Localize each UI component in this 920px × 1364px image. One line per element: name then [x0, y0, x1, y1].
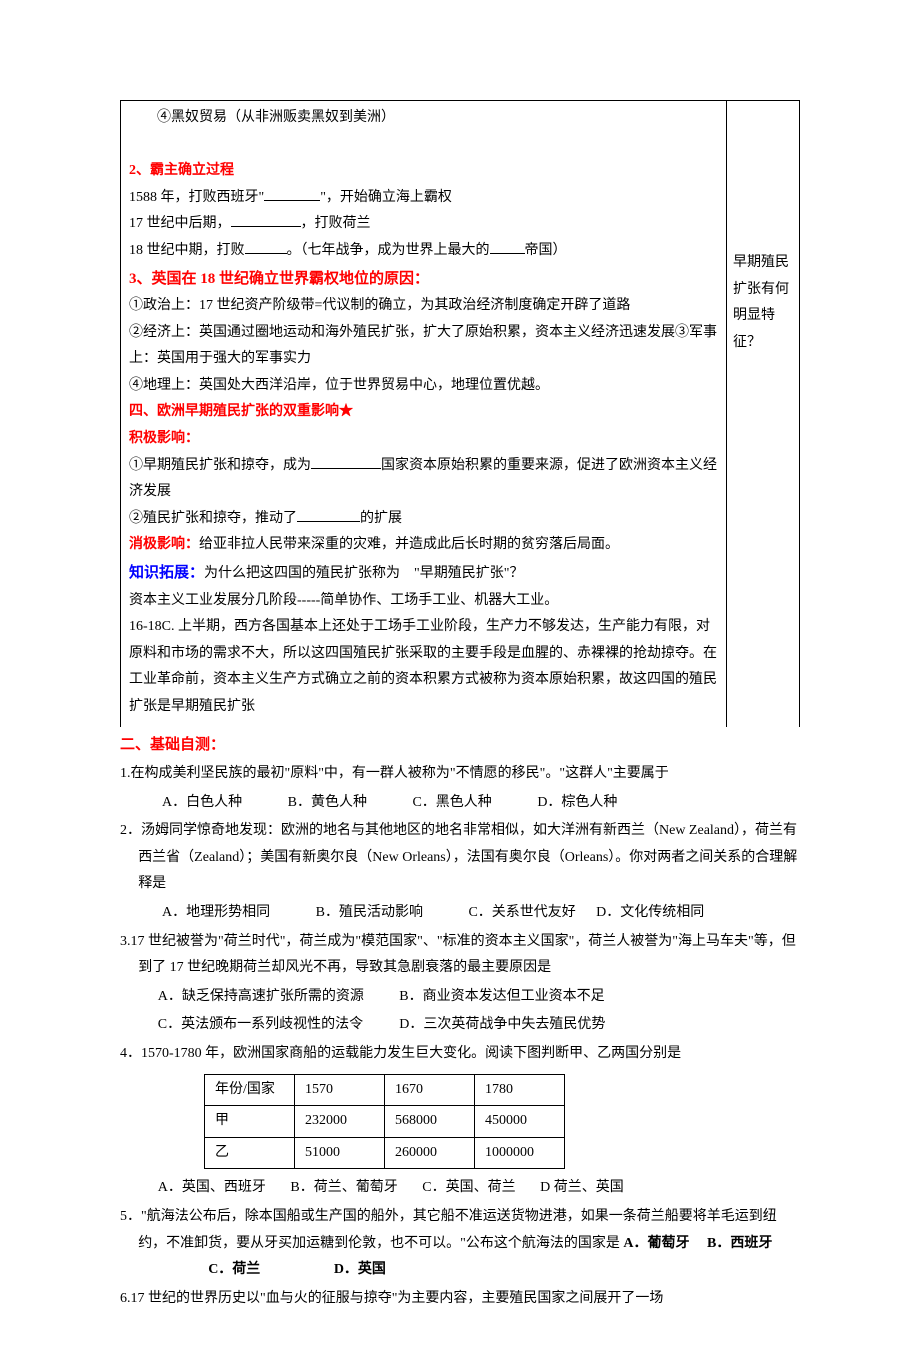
q6-text: 6.17 世纪的世界历史以"血与火的征服与掠夺"为主要内容，主要殖民国家之间展开…: [120, 1286, 800, 1313]
cell: 450000: [475, 1106, 565, 1138]
blank: [311, 468, 381, 469]
sec4-heading-text: 四、欧洲早期殖民扩张的双重影响: [129, 404, 339, 419]
table-row: 甲 232000 568000 450000: [205, 1106, 565, 1138]
q3-opt-c: C．英法颁布一系列歧视性的法令: [158, 1012, 396, 1039]
ext-label: 知识拓展：: [129, 565, 204, 581]
table-row: 年份/国家 1570 1670 1780: [205, 1074, 565, 1106]
side-spacer: [733, 105, 793, 250]
section-2-heading: 2、霸主确立过程: [129, 158, 718, 185]
q5-text: 5．"航海法公布后，除本国船或生产国的船外，其它船不准运送货物进港，如果一条荷兰…: [138, 1204, 800, 1284]
self-test-heading: 二、基础自测：: [120, 731, 800, 760]
q5-opt-c: C．荷兰: [208, 1262, 260, 1277]
cell: 1570: [295, 1074, 385, 1106]
q1-text: 1.在构成美利坚民族的最初"原料"中，有一群人被称为"不情愿的移民"。"这群人"…: [120, 761, 800, 788]
negative-line: 消极影响：给亚非拉人民带来深重的灾难，并造成此后长时期的贫穷落后局面。: [129, 532, 718, 559]
positive-p2-a: ②殖民扩张和掠夺，推动了: [129, 511, 297, 526]
q5-opt-b: B．西班牙: [707, 1236, 772, 1251]
table-row: 乙 51000 260000 1000000: [205, 1137, 565, 1169]
positive-label: 积极影响：: [129, 426, 718, 453]
blank: [245, 253, 287, 254]
sec2-l3-b: 。（七年战争，成为世界上最大的: [287, 243, 490, 258]
self-test-section: 二、基础自测： 1.在构成美利坚民族的最初"原料"中，有一群人被称为"不情愿的移…: [120, 731, 800, 1313]
sec2-l2-a: 17 世纪中后期，: [129, 216, 231, 231]
q2-options: A．地理形势相同 B．殖民活动影响 C．关系世代友好 D．文化传统相同: [120, 900, 800, 927]
sec2-l2-b: ，打败荷兰: [301, 216, 371, 231]
q5-opt-d: D．英国: [334, 1262, 386, 1277]
q4-data-table: 年份/国家 1570 1670 1780 甲 232000 568000 450…: [204, 1074, 565, 1170]
side-note: 早期殖民扩张有何明显特征？: [733, 250, 793, 356]
blank: [264, 200, 320, 201]
q4-options: A．英国、西班牙 B．荷兰、葡萄牙 C．英国、荷兰 D 荷兰、英国: [120, 1175, 800, 1202]
cell: 1000000: [475, 1137, 565, 1169]
q1-opt-d: D．棕色人种: [537, 790, 617, 817]
bordered-table: ④黑奴贸易（从非洲贩卖黑奴到美洲） 2、霸主确立过程 1588 年，打败西班牙"…: [120, 100, 800, 727]
q3-text: 3.17 世纪被誉为"荷兰时代"，荷兰成为"模范国家"、"标准的资本主义国家"，…: [138, 929, 800, 982]
q5-opt-a: A．葡萄牙: [623, 1236, 689, 1251]
q1-opt-b: B．黄色人种: [288, 790, 367, 817]
sec2-l3-c: 帝国）: [525, 243, 567, 258]
section-3-heading: 3、英国在 18 世纪确立世界霸权地位的原因：: [129, 265, 718, 294]
q2-opt-a: A．地理形势相同: [162, 900, 270, 927]
sec2-l1-b: "，开始确立海上霸权: [320, 190, 452, 205]
q2-text: 2．汤姆同学惊奇地发现：欧洲的地名与其他地区的地名非常相似，如大洋洲有新西兰（N…: [138, 818, 800, 898]
sec2-line3: 18 世纪中期，打败 。（七年战争，成为世界上最大的 帝国）: [129, 238, 718, 265]
q4-opt-c: C．英国、荷兰: [422, 1175, 515, 1202]
sec3-p1: ①政治上：17 世纪资产阶级带=代议制的确立，为其政治经济制度确定开辟了道路: [129, 293, 718, 320]
positive-p2-b: 的扩展: [360, 511, 402, 526]
negative-label: 消极影响：: [129, 537, 199, 552]
q1-opt-c: C．黑色人种: [412, 790, 491, 817]
cell: 568000: [385, 1106, 475, 1138]
cell: 年份/国家: [205, 1074, 295, 1106]
main-column: ④黑奴贸易（从非洲贩卖黑奴到美洲） 2、霸主确立过程 1588 年，打败西班牙"…: [121, 101, 727, 727]
positive-p2: ②殖民扩张和掠夺，推动了 的扩展: [129, 506, 718, 533]
cell: 甲: [205, 1106, 295, 1138]
q2-opt-c: C．关系世代友好: [468, 900, 575, 927]
sec2-line1: 1588 年，打败西班牙" "，开始确立海上霸权: [129, 185, 718, 212]
q2-opt-b: B．殖民活动影响: [316, 900, 423, 927]
q3-options: A．缺乏保持高速扩张所需的资源 B．商业资本发达但工业资本不足 C．英法颁布一系…: [120, 984, 800, 1039]
extension-line: 知识拓展：为什么把这四国的殖民扩张称为 "早期殖民扩张"？: [129, 559, 718, 588]
cell: 260000: [385, 1137, 475, 1169]
q1-opt-a: A．白色人种: [162, 790, 242, 817]
cell: 1670: [385, 1074, 475, 1106]
blank: [297, 521, 360, 522]
q3-opt-a: A．缺乏保持高速扩张所需的资源: [158, 984, 396, 1011]
sec2-line2: 17 世纪中后期， ，打败荷兰: [129, 211, 718, 238]
blank: [231, 226, 301, 227]
negative-text: 给亚非拉人民带来深重的灾难，并造成此后长时期的贫穷落后局面。: [199, 537, 619, 552]
positive-p1-a: ①早期殖民扩张和掠夺，成为: [129, 458, 311, 473]
cell: 51000: [295, 1137, 385, 1169]
q4-opt-d: D 荷兰、英国: [540, 1175, 624, 1202]
ext-p2: 16-18C. 上半期，西方各国基本上还处于工场手工业阶段，生产力不够发达，生产…: [129, 614, 718, 720]
q3-opt-d: D．三次英荷战争中失去殖民优势: [399, 1017, 605, 1032]
sec3-p3: ④地理上：英国处大西洋沿岸，位于世界贸易中心，地理位置优越。: [129, 373, 718, 400]
q3-opt-b: B．商业资本发达但工业资本不足: [399, 989, 604, 1004]
sec2-l1-a: 1588 年，打败西班牙": [129, 190, 264, 205]
ext-p1: 资本主义工业发展分几阶段-----简单协作、工场手工业、机器大工业。: [129, 588, 718, 615]
q4-opt-a: A．英国、西班牙: [158, 1175, 266, 1202]
slave-trade-line: ④黑奴贸易（从非洲贩卖黑奴到美洲）: [129, 105, 718, 132]
blank: [490, 253, 525, 254]
sec3-p2: ②经济上：英国通过圈地运动和海外殖民扩张，扩大了原始积累，资本主义经济迅速发展③…: [129, 320, 718, 373]
sec2-l3-a: 18 世纪中期，打败: [129, 243, 245, 258]
q4-opt-b: B．荷兰、葡萄牙: [290, 1175, 397, 1202]
cell: 232000: [295, 1106, 385, 1138]
q2-opt-d: D．文化传统相同: [596, 900, 704, 927]
cell: 乙: [205, 1137, 295, 1169]
ext-question: 为什么把这四国的殖民扩张称为 "早期殖民扩张"？: [204, 566, 523, 581]
positive-p1: ①早期殖民扩张和掠夺，成为国家资本原始积累的重要来源，促进了欧洲资本主义经济发展: [129, 453, 718, 506]
section-4-heading: 四、欧洲早期殖民扩张的双重影响★: [129, 399, 718, 426]
star-icon: ★: [339, 404, 353, 419]
side-column: 早期殖民扩张有何明显特征？: [727, 101, 799, 727]
q4-text: 4．1570-1780 年，欧洲国家商船的运载能力发生巨大变化。阅读下图判断甲、…: [120, 1041, 800, 1068]
cell: 1780: [475, 1074, 565, 1106]
q1-options: A．白色人种 B．黄色人种 C．黑色人种 D．棕色人种: [120, 790, 800, 817]
